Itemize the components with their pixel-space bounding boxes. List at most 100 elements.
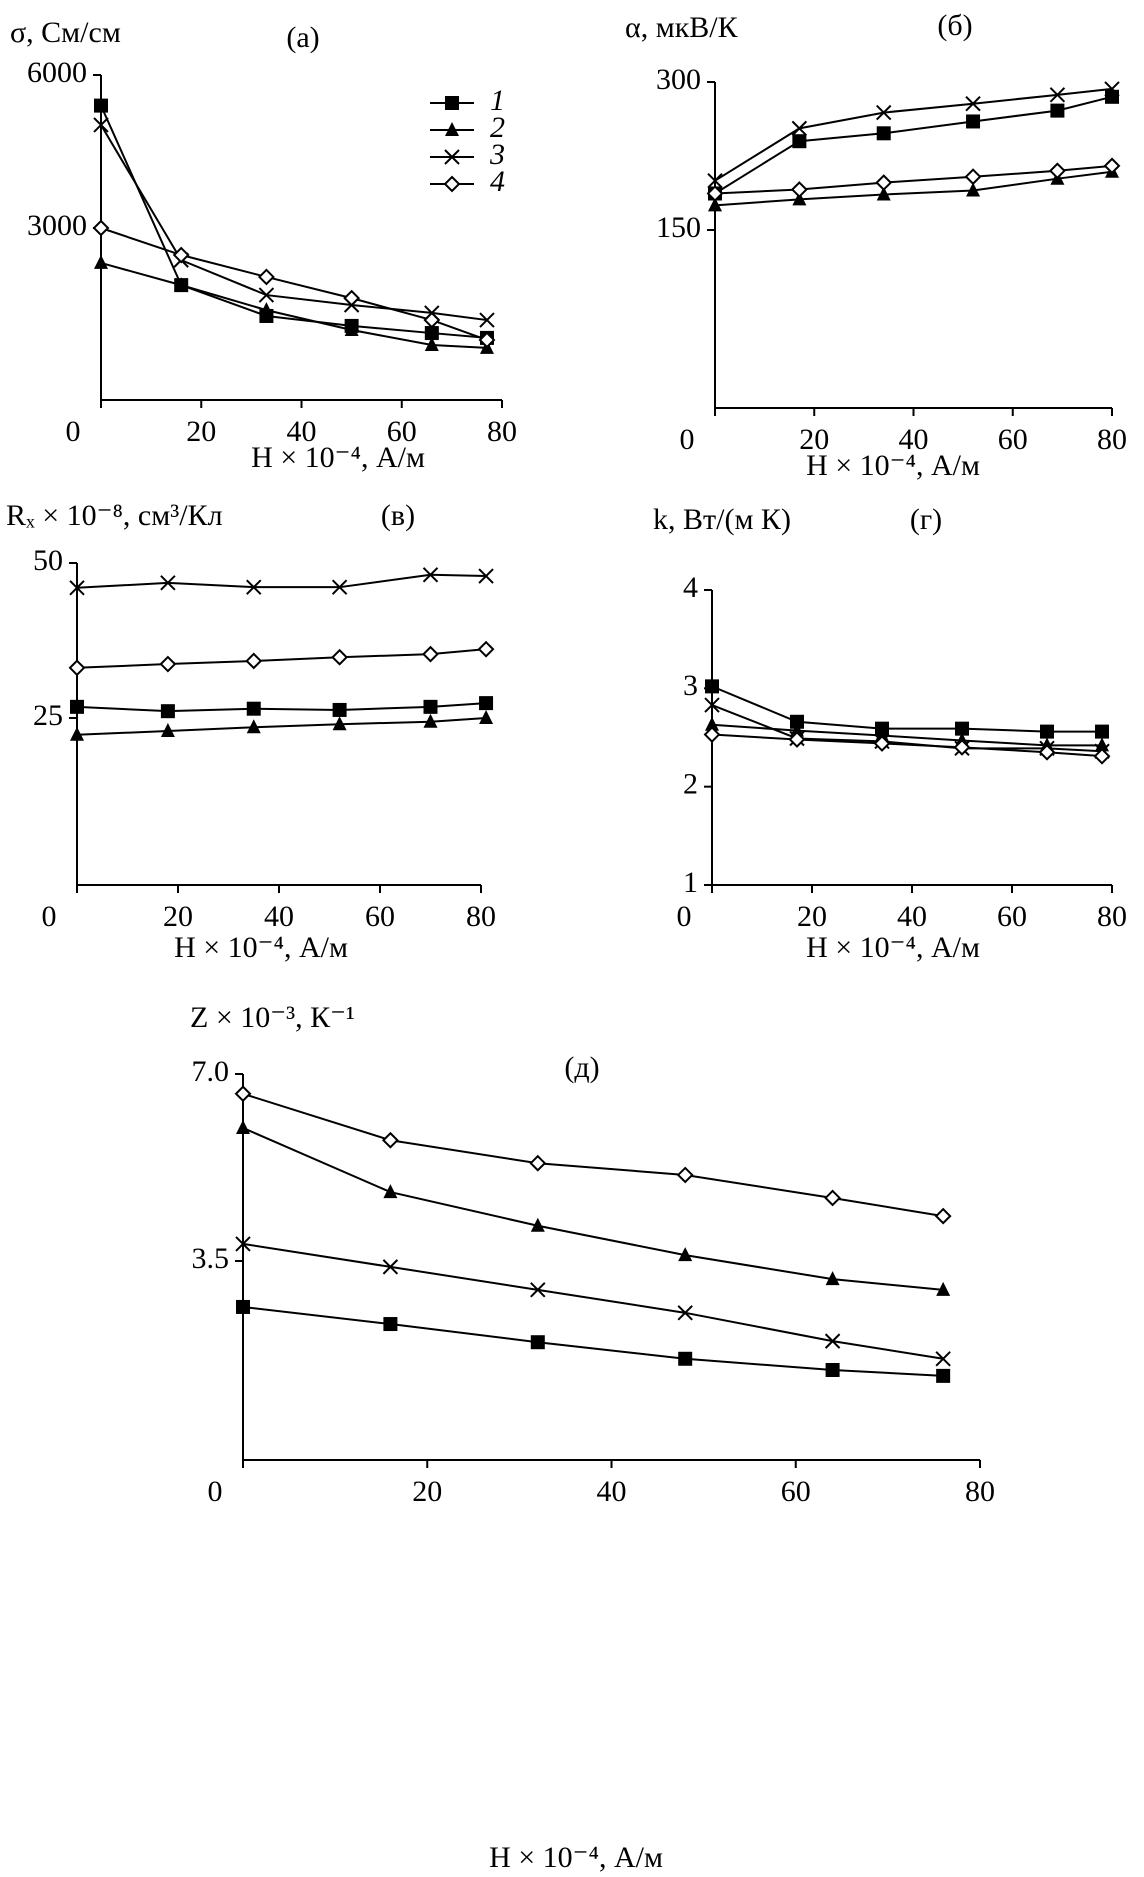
data-point xyxy=(424,337,439,352)
data-point xyxy=(876,126,891,141)
panel-label: (а) xyxy=(286,21,319,54)
legend-label: 1 xyxy=(490,84,505,117)
y-axis-label: α, мкВ/К xyxy=(625,11,739,44)
data-point xyxy=(955,721,969,736)
data-point xyxy=(703,726,721,743)
x-axis-label: H × 10⁻⁴, А/м xyxy=(489,1841,663,1874)
data-point xyxy=(530,1217,545,1232)
data-point xyxy=(936,1368,951,1383)
data-point xyxy=(824,1189,842,1207)
series-line xyxy=(76,717,487,736)
data-point xyxy=(706,185,724,202)
data-point xyxy=(246,719,261,734)
data-point xyxy=(478,331,496,349)
panel-label: (д) xyxy=(564,1051,599,1084)
data-point xyxy=(936,1281,951,1296)
data-point xyxy=(381,1131,399,1149)
data-point xyxy=(935,1351,951,1367)
data-point xyxy=(423,311,441,329)
data-point xyxy=(258,287,275,303)
data-point xyxy=(875,174,893,192)
data-point xyxy=(792,191,807,206)
data-point xyxy=(174,277,189,292)
series-line xyxy=(714,87,1113,182)
y-tick-label: 25 xyxy=(33,699,63,732)
x-tick-label: 20 xyxy=(799,423,829,456)
y-axis-label: Rₓ × 10⁻⁸, см³/Кл xyxy=(6,499,223,532)
data-point xyxy=(1049,87,1066,103)
data-point xyxy=(704,697,720,713)
y-tick-label: 3 xyxy=(683,669,698,702)
data-point xyxy=(234,1085,252,1103)
data-point xyxy=(331,579,348,595)
data-point xyxy=(876,104,892,121)
y-axis-label: Z × 10⁻³, К⁻¹ xyxy=(190,1001,355,1034)
data-point xyxy=(529,1154,547,1172)
x-tick-label: 80 xyxy=(1097,900,1127,933)
x-tick-label: 80 xyxy=(965,1475,995,1508)
data-point xyxy=(1048,162,1066,180)
data-point xyxy=(246,701,261,716)
series-line xyxy=(76,573,487,589)
data-point xyxy=(678,1247,693,1262)
data-point xyxy=(824,1333,841,1349)
panel-label: (б) xyxy=(937,9,972,42)
data-point xyxy=(966,114,981,129)
data-point xyxy=(423,699,438,714)
x-tick-label: 0 xyxy=(677,900,692,933)
data-point xyxy=(257,268,275,286)
x-tick-label: 20 xyxy=(412,1475,442,1508)
x-tick-label: 0 xyxy=(66,415,81,448)
y-tick-label: 2 xyxy=(683,768,698,801)
data-point xyxy=(964,168,982,186)
y-tick-label: 150 xyxy=(656,211,701,244)
x-tick-label: 60 xyxy=(997,900,1027,933)
data-point xyxy=(160,723,175,738)
legend-marker xyxy=(445,122,459,136)
series-line xyxy=(711,723,1102,747)
data-point xyxy=(93,117,109,133)
panel-label: (в) xyxy=(381,499,415,532)
legend-label: 4 xyxy=(490,165,505,198)
data-point xyxy=(160,704,175,719)
data-point xyxy=(1050,103,1065,118)
y-axis-label: k, Вт/(м К) xyxy=(653,503,791,536)
x-tick-label: 0 xyxy=(680,423,695,456)
data-point xyxy=(1105,89,1119,104)
data-point xyxy=(235,1236,251,1252)
data-point xyxy=(790,722,804,737)
y-tick-label: 50 xyxy=(33,544,63,577)
series-line xyxy=(242,1242,944,1360)
data-point xyxy=(70,726,84,741)
data-point xyxy=(825,1271,840,1286)
x-tick-label: 0 xyxy=(208,1475,223,1508)
series-line xyxy=(714,170,1113,207)
data-point xyxy=(530,1335,545,1350)
series-line xyxy=(76,702,487,713)
x-tick-label: 40 xyxy=(897,900,927,933)
series-line xyxy=(711,685,1102,733)
series-line xyxy=(714,95,1113,195)
data-point xyxy=(1095,724,1109,739)
series-line xyxy=(242,1092,944,1218)
x-tick-label: 60 xyxy=(998,423,1028,456)
data-point xyxy=(677,1305,693,1321)
data-point xyxy=(236,1119,250,1134)
series-line xyxy=(714,164,1113,195)
data-point xyxy=(530,1282,546,1298)
x-tick-label: 60 xyxy=(387,415,417,448)
series-line xyxy=(100,124,488,322)
x-axis-label: H × 10⁻⁴, А/м xyxy=(806,931,980,964)
data-point xyxy=(92,219,110,237)
x-tick-label: 80 xyxy=(487,415,517,448)
x-tick-label: 40 xyxy=(264,900,294,933)
x-tick-label: 20 xyxy=(186,415,216,448)
series-line xyxy=(711,733,1103,758)
data-point xyxy=(246,579,262,595)
data-point xyxy=(676,1166,694,1184)
data-point xyxy=(172,246,190,264)
data-point xyxy=(423,713,438,728)
data-point xyxy=(383,1317,398,1332)
x-tick-label: 40 xyxy=(287,415,317,448)
